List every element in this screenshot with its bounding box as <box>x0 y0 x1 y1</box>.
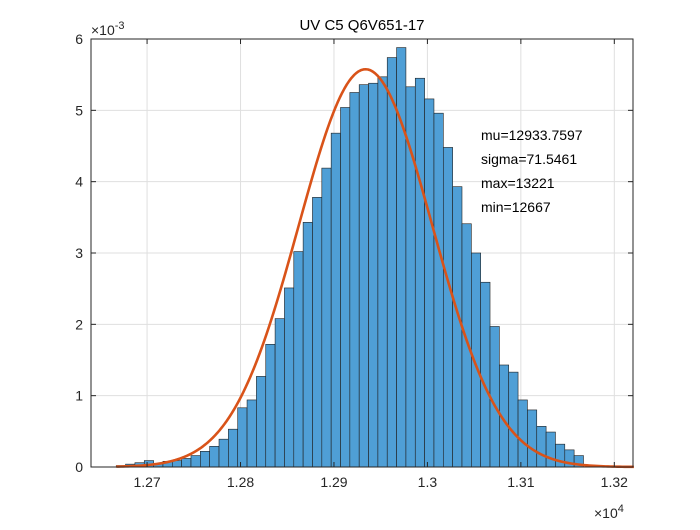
histogram-bar <box>358 84 369 468</box>
histogram-bar <box>377 76 388 468</box>
histogram-bar <box>218 438 229 468</box>
histogram-bar <box>536 426 547 468</box>
fit-curve-layer <box>116 67 634 469</box>
y-tick-label: 0 <box>75 459 83 475</box>
x-tick-label: 1.31 <box>507 474 534 490</box>
histogram-bar <box>190 455 201 468</box>
y-tick-label: 4 <box>75 174 83 190</box>
y-tick-label: 5 <box>75 102 83 118</box>
histogram-bar <box>321 167 332 468</box>
stats-annotation: mu=12933.7597 sigma=71.5461 max=13221 mi… <box>481 127 583 215</box>
histogram-bar <box>293 251 304 468</box>
chart-title: UV C5 Q6V651-17 <box>299 17 424 34</box>
histogram-bar <box>517 399 528 468</box>
histogram-bar <box>265 344 276 468</box>
histogram-bars <box>115 47 584 468</box>
x-tick-label: 1.28 <box>227 474 254 490</box>
histogram-bar <box>274 318 285 468</box>
x-exponent-label: ×104 <box>594 503 624 521</box>
normal-fit-curve <box>116 67 634 469</box>
x-tick-label: 1.32 <box>601 474 628 490</box>
x-tick-label: 1.3 <box>418 474 438 490</box>
annotation-mu: mu=12933.7597 <box>481 127 583 143</box>
histogram-bar <box>312 197 323 468</box>
histogram-bar <box>508 371 519 468</box>
histogram-bar <box>246 399 257 468</box>
y-tick-label: 2 <box>75 316 83 332</box>
histogram-bar <box>302 222 313 468</box>
histogram-bar <box>181 458 192 468</box>
histogram-bar <box>424 98 435 468</box>
y-tick-label: 3 <box>75 245 83 261</box>
histogram-bar <box>386 57 397 468</box>
histogram-bar <box>237 407 248 468</box>
histogram-bar <box>256 376 267 468</box>
histogram-bar <box>555 443 566 468</box>
y-tick-label: 6 <box>75 31 83 47</box>
histogram-bar <box>461 223 472 468</box>
histogram-bar <box>228 428 239 468</box>
tick-layer: 1.27 1.28 1.29 1.3 1.31 1.32 0 1 2 3 4 5 6 <box>75 31 633 490</box>
histogram-bar <box>349 92 360 468</box>
histogram-bar <box>284 287 295 468</box>
histogram-bar <box>414 77 425 468</box>
histogram-bar <box>209 446 220 468</box>
x-tick-label: 1.29 <box>320 474 347 490</box>
y-exponent-label: ×10-3 <box>91 20 125 38</box>
histogram-bar <box>442 147 453 468</box>
annotation-min: min=12667 <box>481 199 551 215</box>
histogram-bar <box>330 132 341 468</box>
annotation-sigma: sigma=71.5461 <box>481 151 577 167</box>
histogram-bar <box>452 186 463 468</box>
histogram-bar <box>433 112 444 468</box>
histogram-bar <box>480 281 491 468</box>
annotation-max: max=13221 <box>481 175 555 191</box>
histogram-bar <box>368 82 379 468</box>
histogram-bar <box>200 451 210 468</box>
histogram-bar <box>340 107 351 468</box>
histogram-bar <box>527 409 538 468</box>
histogram-bar <box>545 431 556 468</box>
y-tick-label: 1 <box>75 388 83 404</box>
x-tick-label: 1.27 <box>133 474 160 490</box>
